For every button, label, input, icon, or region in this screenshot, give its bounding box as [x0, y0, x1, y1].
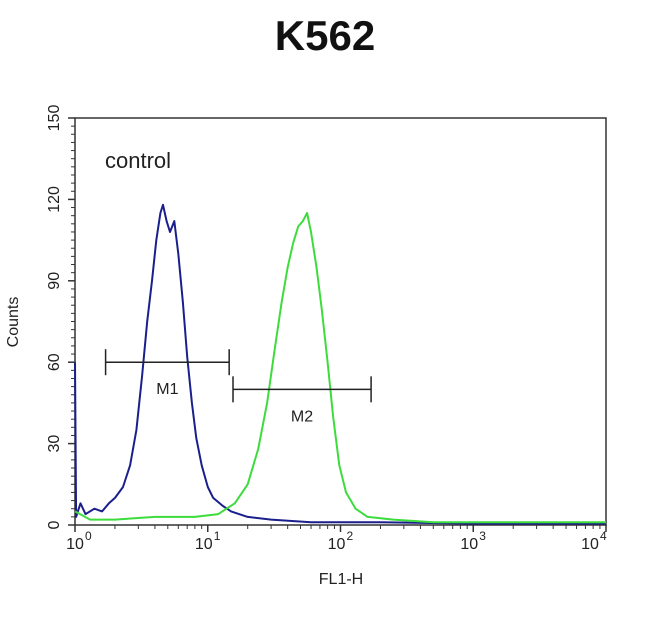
y-tick-label: 30	[46, 435, 63, 453]
x-tick-exponent: 1	[214, 529, 221, 543]
control-annotation: control	[105, 148, 171, 173]
x-tick-base: 10	[328, 536, 346, 553]
x-tick-base: 10	[195, 536, 213, 553]
x-tick-label: 10 4	[581, 529, 607, 553]
gate-marker-m2: M2	[232, 376, 372, 425]
x-tick-base: 10	[460, 536, 478, 553]
x-tick-exponent: 3	[479, 529, 486, 543]
x-tick-label: 10 3	[460, 529, 486, 553]
series-line-2	[74, 212, 606, 524]
plot-frame	[74, 117, 607, 526]
x-tick-exponent: 4	[600, 529, 607, 543]
x-tick-label: 10 0	[66, 529, 92, 553]
x-axis-label: FL1-H	[319, 571, 363, 588]
x-axis: 10 0 10 1 10 2 10 3 10 4	[66, 525, 607, 553]
chart-title: K562	[275, 12, 375, 59]
y-axis: 0 30 60 90 120 150	[46, 105, 75, 529]
gate-marker-m1: M1	[104, 349, 230, 398]
gate-label: M2	[291, 408, 313, 425]
y-tick-label: 90	[46, 272, 63, 290]
y-tick-label: 60	[46, 353, 63, 371]
x-tick-exponent: 0	[85, 529, 92, 543]
y-axis-label: Counts	[5, 297, 22, 348]
x-tick-base: 10	[66, 536, 84, 553]
y-tick-label: 120	[46, 186, 63, 213]
y-tick-label: 150	[46, 105, 63, 132]
series-line-1	[74, 203, 606, 525]
x-tick-exponent: 2	[347, 529, 354, 543]
gate-label: M1	[156, 381, 178, 398]
x-tick-base: 10	[581, 536, 599, 553]
x-tick-label: 10 1	[195, 529, 221, 553]
y-tick-label: 0	[46, 520, 63, 529]
x-tick-label: 10 2	[328, 529, 354, 553]
series-layer	[74, 203, 606, 525]
marker-layer: M1 M2	[104, 349, 372, 425]
